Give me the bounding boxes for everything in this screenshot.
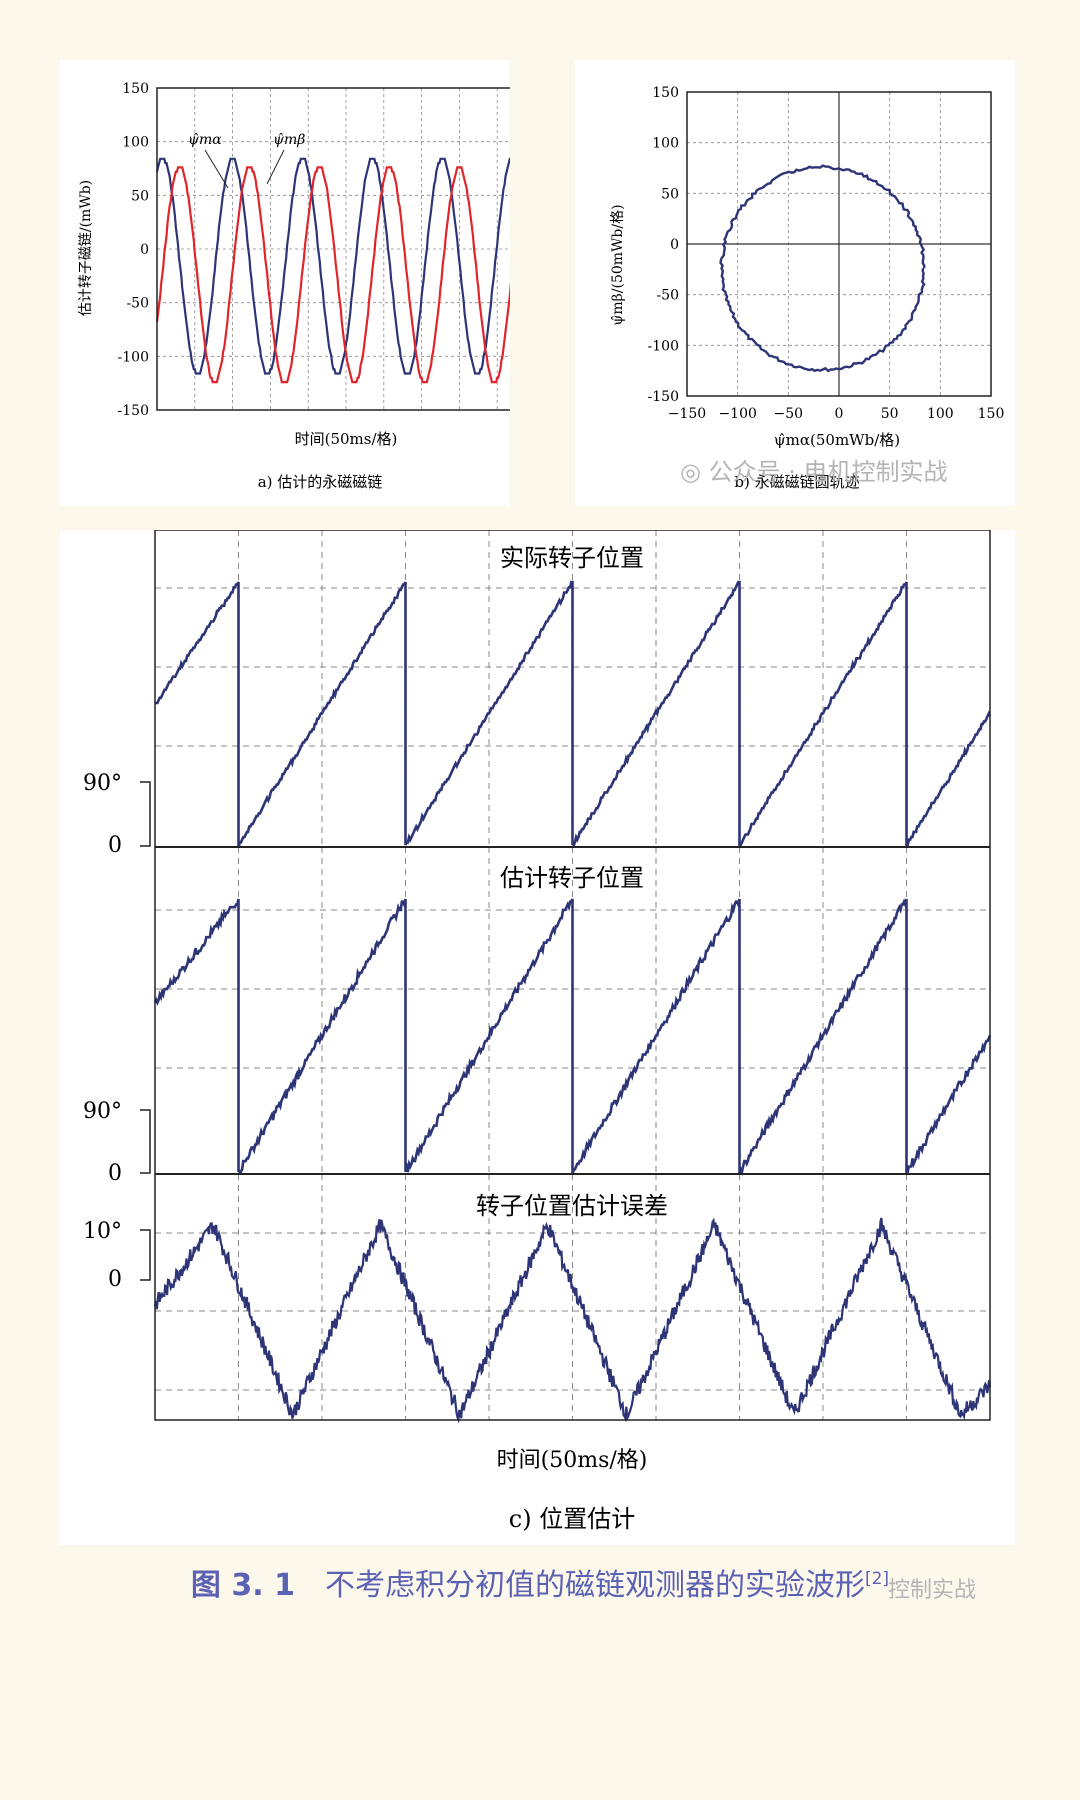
- panel-a: 150 100 50 0 -50 -100 -150 ψ̂mα ψ̂mβ 估计转子磁链/(m…: [60, 60, 537, 506]
- plot-frame-b: [686, 91, 992, 397]
- xtick-label: 50: [881, 406, 899, 422]
- c1-yaxis: [140, 781, 151, 847]
- c1-ytick-90: 90°: [83, 771, 122, 796]
- chart-b-xlabel: ψ̂mα(50mWb/格): [774, 431, 900, 449]
- figure-ref: [2]: [864, 1569, 890, 1589]
- c2-yaxis: [140, 1109, 151, 1174]
- caption-c: c) 位置估计: [509, 1505, 635, 1533]
- ytick-label: 0: [140, 242, 149, 258]
- plot-frame-c: [154, 529, 991, 1421]
- ytick-label: 50: [131, 188, 149, 204]
- watermark-top: ◎ 公众号 · 电机控制实战: [680, 458, 948, 486]
- chart-b: 150 100 50 0 -50 -100 -150−150 −100 −50 0 50 100 150…: [610, 85, 1005, 491]
- series-red: [155, 166, 537, 384]
- chart-a-ylabel: 估计转子磁链/(mWb): [78, 180, 94, 316]
- ytick-label: -100: [118, 349, 149, 365]
- ytick-label: -50: [656, 288, 679, 304]
- series-label-alpha-leader: [204, 149, 229, 189]
- c2-ytick-90: 90°: [83, 1099, 122, 1124]
- watermark-bottom: 控制实战: [888, 1578, 977, 1603]
- figure-caption: 图 3. 1 不考虑积分初值的磁链观测器的实验波形[2]: [60, 1560, 1020, 1604]
- xtick-label: −150: [668, 406, 706, 422]
- ytick-label: 100: [122, 135, 149, 151]
- ytick-label: -50: [126, 296, 149, 312]
- c1-ytick-0: 0: [108, 833, 122, 858]
- chart-b-ylabel: ψ̂mβ/(50mWb/格): [610, 204, 626, 325]
- ytick-label: 150: [122, 81, 149, 97]
- estimated-position-trace: [153, 898, 992, 1177]
- c3-ytick-10: 10°: [83, 1219, 122, 1244]
- series-label-beta-leader: [266, 149, 285, 185]
- actual-position-trace: [155, 580, 992, 849]
- error-trace: [153, 1217, 992, 1424]
- xtick-label: 0: [835, 406, 844, 422]
- chart-a: 150 100 50 0 -50 -100 -150 ψ̂mα ψ̂mβ 估计转子磁链/(m…: [78, 81, 537, 491]
- caption-a: a) 估计的永磁磁链: [258, 473, 383, 491]
- figure-number: 图 3. 1: [190, 1568, 295, 1603]
- wechat-icon: ◎: [680, 458, 709, 486]
- ytick-label: -150: [648, 389, 679, 405]
- ytick-label: -100: [648, 338, 679, 354]
- xtick-label: −100: [718, 406, 756, 422]
- c2-title: 估计转子位置: [500, 864, 644, 892]
- panel-b: 150 100 50 0 -50 -100 -150 −150 −100 −50 0 50 100 150…: [575, 60, 1015, 506]
- chart-c-xlabel: 时间(50ms/格): [497, 1448, 648, 1473]
- xtick-label: 150: [978, 406, 1005, 422]
- chart-c: 实际转子位置 估计转子位置 转子位置估计误差 90° 0 90° 0 10° 0…: [83, 529, 992, 1533]
- ytick-label: 150: [652, 85, 679, 101]
- ytick-label: 100: [652, 136, 679, 152]
- ytick-label: -150: [118, 403, 149, 419]
- panel-c: 实际转子位置 估计转子位置 转子位置估计误差 90° 0 90° 0 10° 0…: [60, 529, 1015, 1545]
- ytick-label: 50: [661, 186, 679, 202]
- series-label-alpha: ψ̂mα: [188, 132, 222, 148]
- c3-ytick-0: 0: [108, 1267, 122, 1292]
- series-label-beta: ψ̂mβ: [273, 132, 305, 148]
- figure-title: 不考虑积分初值的磁链观测器的实验波形: [324, 1568, 865, 1603]
- c2-ytick-0: 0: [108, 1161, 122, 1186]
- c1-title: 实际转子位置: [500, 544, 644, 572]
- flux-circle: [719, 164, 926, 373]
- caption-b: b) 永磁磁链圆轨迹: [734, 473, 859, 491]
- c3-yaxis: [140, 1229, 151, 1281]
- series-blue: [155, 157, 537, 375]
- xtick-label: 100: [927, 406, 954, 422]
- xtick-label: −50: [774, 406, 804, 422]
- c3-title: 转子位置估计误差: [476, 1192, 668, 1220]
- chart-a-xlabel: 时间(50ms/格): [295, 430, 398, 448]
- ytick-label: 0: [670, 237, 679, 253]
